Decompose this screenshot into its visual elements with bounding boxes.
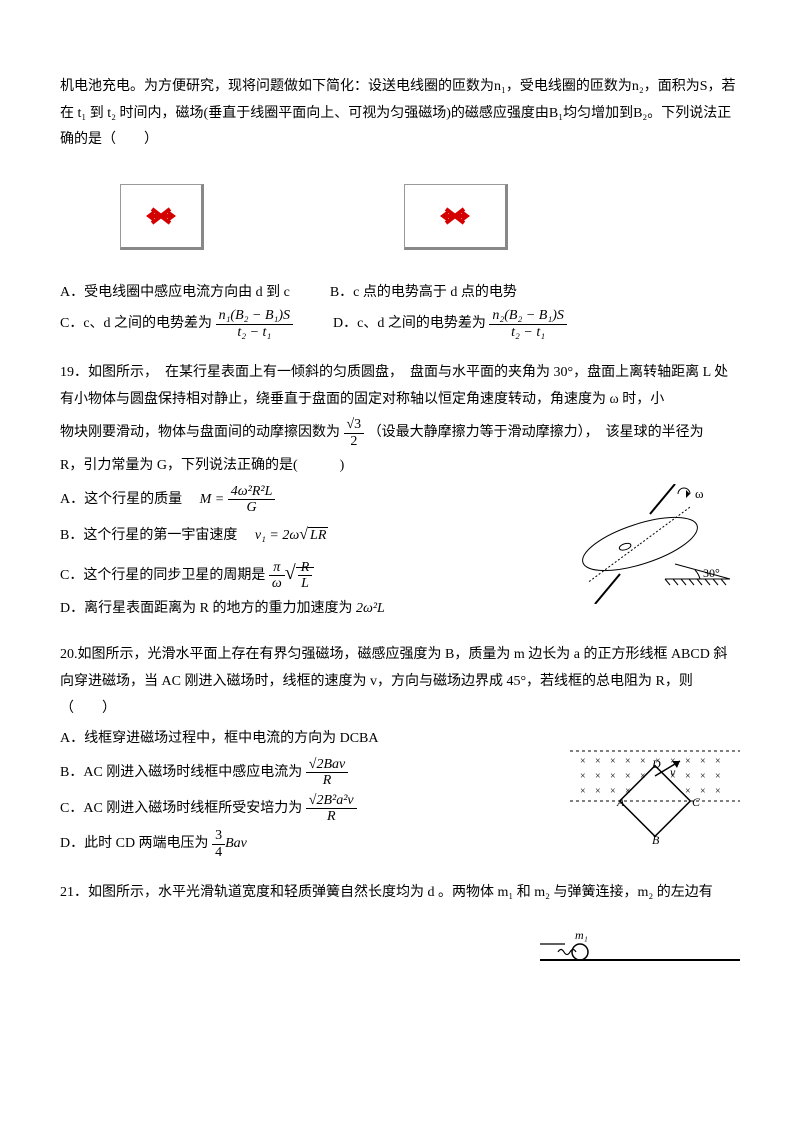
frac-den: t₂ − t₁	[216, 325, 293, 340]
svg-text:×: ×	[610, 756, 616, 767]
angle-label: 30°	[703, 566, 720, 580]
optB-prefix: B．这个行星的第一宇宙速度	[60, 528, 251, 543]
optD-formula: 2ω²L	[356, 601, 385, 616]
frac-num: √3	[344, 417, 365, 433]
optC-frac1: π ω	[269, 560, 285, 592]
optD-prefix: D．此时 CD 两端电压为	[60, 837, 209, 852]
svg-text:×: ×	[715, 756, 721, 767]
p19-mu-frac: √3 2	[344, 417, 365, 449]
p19-line2-suffix: （设最大静摩擦力等于滑动摩擦力）， 该星球的半径为	[368, 425, 704, 440]
broken-image-right	[404, 184, 508, 250]
optB-sqrt: LR	[308, 527, 328, 543]
frac-den: 4	[212, 845, 225, 860]
svg-text:×: ×	[700, 756, 706, 767]
p20-figure: ×××× ×××× ×× ×××× ××× ×× ×××× ××× A B C …	[570, 726, 740, 856]
p18-optD-prefix: D．c、d 之间的电势差为	[333, 316, 486, 331]
broken-image-icon	[440, 206, 470, 226]
optB-prefix: B．AC 刚进入磁场时线框中感应电流为	[60, 765, 302, 780]
optA-prefix: A．这个行星的质量	[60, 492, 196, 507]
svg-text:×: ×	[685, 771, 691, 782]
frac-den: ω	[269, 576, 285, 591]
p18-optD-frac: n₂(B₂ − B₁)S t₂ − t₁	[489, 308, 566, 340]
svg-text:×: ×	[595, 786, 601, 797]
svg-text:×: ×	[685, 786, 691, 797]
svg-text:×: ×	[595, 771, 601, 782]
p18-options-row1: A．受电线圈中感应电流方向由 d 到 c B．c 点的电势高于 d 点的电势	[60, 280, 740, 307]
optC-sqrt: RL	[296, 567, 315, 583]
p21-figure: m₁	[520, 927, 740, 967]
label-D: D	[651, 757, 661, 771]
label-C: C	[692, 795, 701, 809]
svg-text:×: ×	[610, 786, 616, 797]
image-row	[120, 184, 740, 250]
svg-text:×: ×	[700, 786, 706, 797]
broken-image-icon	[146, 206, 176, 226]
p21: 21．如图所示，水平光滑轨道宽度和轻质弹簧自然长度均为 d 。两物体 m₁ 和 …	[60, 880, 740, 907]
frac-num: n₂(B₂ − B₁)S	[489, 308, 566, 324]
p18-optC-frac: n₁(B₂ − B₁)S t₂ − t₁	[216, 308, 293, 340]
optB-frac: √2Bav R	[306, 757, 348, 789]
optD-frac: 3 4	[212, 828, 225, 860]
label-B: B	[652, 833, 660, 847]
svg-text:×: ×	[610, 771, 616, 782]
frac-num: n₁(B₂ − B₁)S	[216, 308, 293, 324]
frac-den: 2	[344, 434, 365, 449]
svg-text:×: ×	[595, 756, 601, 767]
p21-title: 21．如图所示，水平光滑轨道宽度和轻质弹簧自然长度均为 d 。两物体 m₁ 和 …	[60, 880, 740, 907]
p18-optB: B．c 点的电势高于 d 点的电势	[330, 280, 517, 307]
frac-num: π	[269, 560, 285, 576]
optB-formula: v₁ = 2ω	[255, 528, 299, 543]
optA-frac: 4ω²R²L G	[228, 484, 276, 516]
svg-text:×: ×	[715, 786, 721, 797]
label-v: v	[670, 765, 676, 779]
p19-line2: 物块刚要滑动，物体与盘面间的动摩擦因数为 √3 2 （设最大静摩擦力等于滑动摩擦…	[60, 417, 740, 449]
frac-num: √2Bav	[306, 757, 348, 773]
frac-den: G	[228, 500, 276, 515]
optC-prefix: C．AC 刚进入磁场时线框所受安培力为	[60, 801, 302, 816]
svg-text:×: ×	[715, 771, 721, 782]
frac-num: 3	[212, 828, 225, 844]
broken-image-left	[120, 184, 204, 250]
frac-num: 4ω²R²L	[228, 484, 276, 500]
optA-lhs: M =	[200, 492, 225, 507]
frac-den: t₂ − t₁	[489, 325, 566, 340]
p18-optA: A．受电线圈中感应电流方向由 d 到 c	[60, 280, 290, 307]
svg-text:×: ×	[640, 756, 646, 767]
svg-text:×: ×	[580, 756, 586, 767]
optC-prefix: C．这个行星的同步卫星的周期是	[60, 568, 265, 583]
frac-den: R	[306, 809, 357, 824]
svg-text:×: ×	[580, 786, 586, 797]
p18-options-row2: C．c、d 之间的电势差为 n₁(B₂ − B₁)S t₂ − t₁ D．c、d…	[60, 308, 740, 340]
p19-line2-prefix: 物块刚要滑动，物体与盘面间的动摩擦因数为	[60, 425, 344, 440]
frac-den: L	[298, 576, 313, 591]
frac-num: R	[298, 560, 313, 576]
p18-optC: C．c、d 之间的电势差为 n₁(B₂ − B₁)S t₂ − t₁	[60, 308, 293, 340]
optD-suffix: Bav	[225, 837, 247, 852]
p20-title: 20.如图所示，光滑水平面上存在有界匀强磁场，磁感应强度为 B，质量为 m 边长…	[60, 642, 740, 722]
svg-text:×: ×	[685, 756, 691, 767]
p18-optC-prefix: C．c、d 之间的电势差为	[60, 316, 212, 331]
p19-title: 19．如图所示， 在某行星表面上有一倾斜的匀质圆盘， 盘面与水平面的夹角为 30…	[60, 360, 740, 413]
omega-label: ω	[695, 486, 704, 501]
label-A: A	[616, 795, 625, 809]
optD-prefix: D．离行星表面距离为 R 的地方的重力加速度为	[60, 601, 352, 616]
svg-text:×: ×	[580, 771, 586, 782]
svg-text:×: ×	[625, 756, 631, 767]
p19-line3: R，引力常量为 G，下列说法正确的是( )	[60, 453, 740, 480]
p19-figure: ω 30°	[560, 484, 740, 604]
p19: 19．如图所示， 在某行星表面上有一倾斜的匀质圆盘， 盘面与水平面的夹角为 30…	[60, 360, 740, 622]
frac-num: √2B²a²v	[306, 793, 357, 809]
p20: 20.如图所示，光滑水平面上存在有界匀强磁场，磁感应强度为 B，质量为 m 边长…	[60, 642, 740, 860]
p18-intro: 机电池充电。为方便研究，现将问题做如下简化：设送电线圈的匝数为n₁，受电线圈的匝…	[60, 74, 740, 154]
p18-optD: D．c、d 之间的电势差为 n₂(B₂ − B₁)S t₂ − t₁	[333, 308, 567, 340]
m1-label: m₁	[575, 928, 588, 942]
svg-text:×: ×	[700, 771, 706, 782]
svg-text:×: ×	[625, 771, 631, 782]
p21-figure-wrap: m₁	[60, 927, 740, 978]
frac-den: R	[306, 773, 348, 788]
optC-frac: √2B²a²v R	[306, 793, 357, 825]
